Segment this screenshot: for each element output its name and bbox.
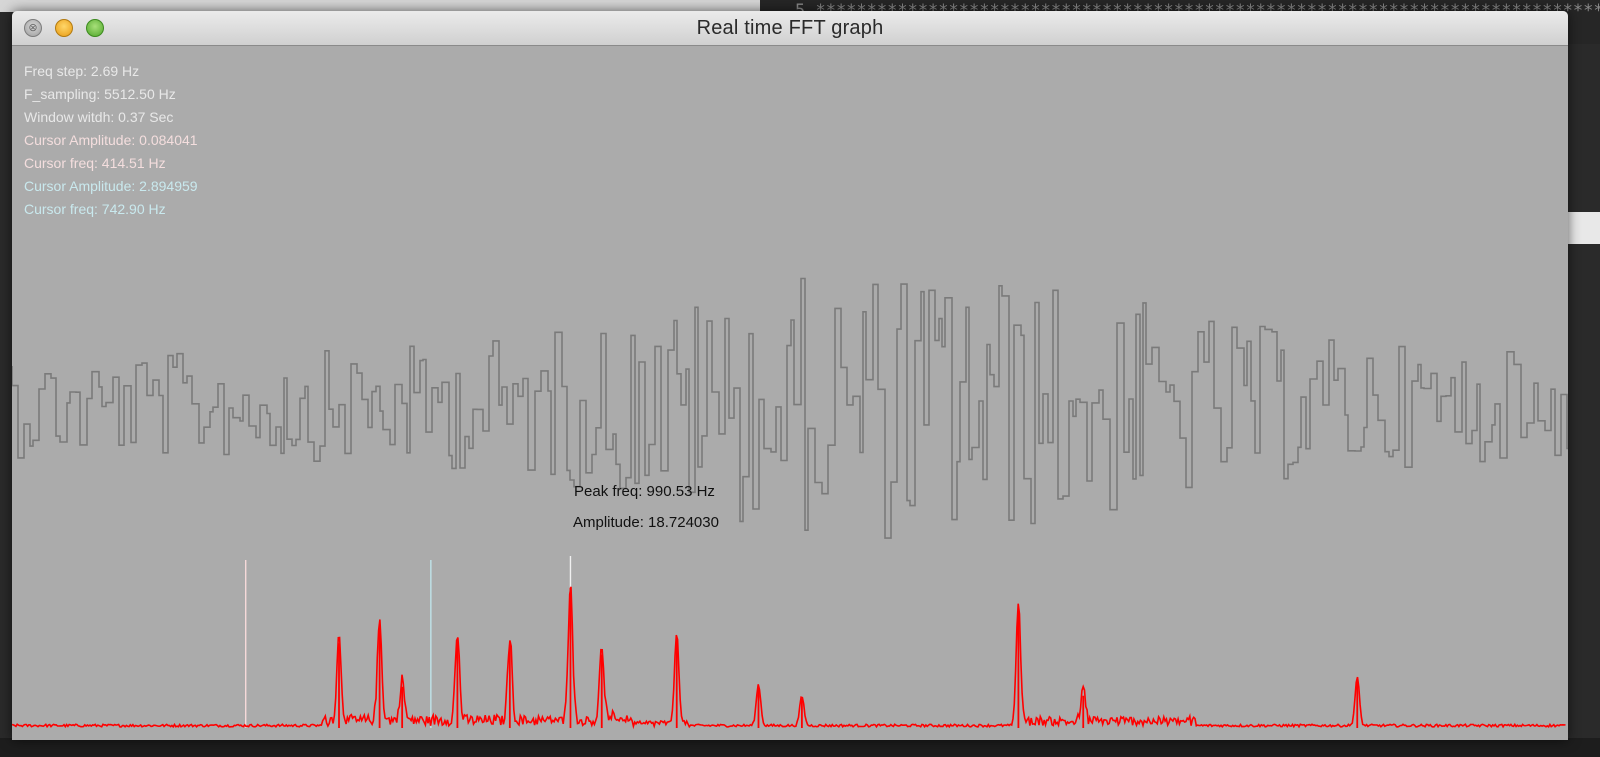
peak-amplitude-label: Amplitude: 18.724030 xyxy=(573,514,719,531)
time-domain-waveform xyxy=(12,277,1568,539)
info-cursor1-freq: Cursor freq: 414.51 Hz xyxy=(24,155,166,171)
title-bar[interactable]: ⊗ Real time FFT graph xyxy=(12,11,1568,46)
background-window-strip xyxy=(0,0,820,12)
info-cursor2-amplitude: Cursor Amplitude: 2.894959 xyxy=(24,178,198,194)
fft-window: ⊗ Real time FFT graph Freq step: 2.69 Hz… xyxy=(12,11,1568,740)
close-icon: ⊗ xyxy=(28,22,38,34)
minimize-button[interactable] xyxy=(55,19,73,37)
peak-freq-label: Peak freq: 990.53 Hz xyxy=(574,483,715,500)
info-cursor1-amplitude: Cursor Amplitude: 0.084041 xyxy=(24,132,198,148)
info-window-width: Window witdh: 0.37 Sec xyxy=(24,109,174,125)
close-button[interactable]: ⊗ xyxy=(24,19,42,37)
frequency-spectrum xyxy=(12,586,1566,730)
background-bottom-area xyxy=(0,738,1600,757)
maximize-button[interactable] xyxy=(86,19,104,37)
window-title: Real time FFT graph xyxy=(696,17,884,39)
info-freq-step: Freq step: 2.69 Hz xyxy=(24,63,140,79)
fft-plot-area[interactable]: Freq step: 2.69 Hz F_sampling: 5512.50 Hz… xyxy=(12,46,1568,740)
background-editor-strip xyxy=(1565,212,1600,244)
info-f-sampling: F_sampling: 5512.50 Hz xyxy=(24,86,176,102)
waveform-line xyxy=(12,277,1568,539)
cursor-lines xyxy=(245,556,572,728)
fft-graph-canvas[interactable] xyxy=(12,46,1568,740)
info-cursor2-freq: Cursor freq: 742.90 Hz xyxy=(24,201,166,217)
background-bottom-text xyxy=(745,744,1145,757)
spectrum-line xyxy=(12,586,1566,730)
